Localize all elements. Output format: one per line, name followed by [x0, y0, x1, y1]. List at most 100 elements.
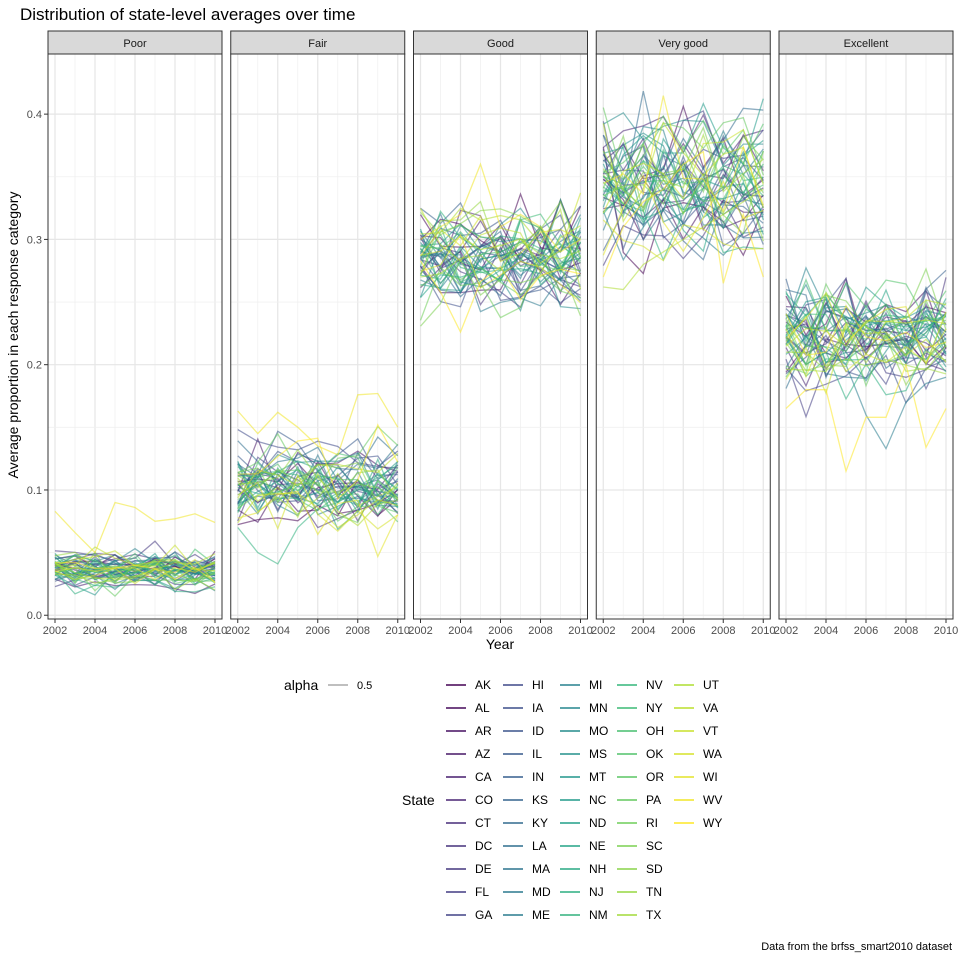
legend-label: RI: [646, 816, 658, 830]
legend-entry: ND: [560, 816, 607, 830]
legend-label: VA: [703, 701, 718, 715]
series-line-tx: [602, 133, 764, 209]
series-line-tx: [420, 237, 581, 278]
series-line-oh: [237, 452, 399, 510]
series-line-wi: [237, 490, 399, 559]
series-line-ri: [237, 479, 399, 524]
series-line-pa: [602, 107, 764, 181]
series-line-sc: [237, 467, 399, 504]
facet-panel: Good 2002 2004 2006 2008 2010: [408, 30, 593, 637]
x-tick-label: 2010: [568, 625, 592, 637]
series-line-wi: [420, 233, 581, 304]
series-line-ri: [785, 290, 947, 375]
facet-panel: Fair 2002 2004 2006 2008 2010: [226, 30, 410, 637]
legend-entry: MA: [503, 862, 550, 876]
legend-label: NH: [589, 862, 606, 876]
legend-label: NE: [589, 839, 606, 853]
legend-entry: MO: [560, 724, 608, 738]
legend-state-entries: AK AL AR AZ CA CO CT DC DE FL GA HI IA ID IL IN KS KY LA MA…: [446, 678, 722, 922]
legend-label: MD: [532, 885, 551, 899]
series-line-vt: [237, 492, 398, 529]
legend-entry: GA: [446, 908, 492, 922]
series-line-de: [602, 199, 764, 266]
y-axis-label: Average proportion in each response cate…: [5, 192, 21, 479]
legend-label: DE: [475, 862, 492, 876]
series-line-wv: [603, 95, 764, 213]
x-tick-label: 2004: [448, 625, 472, 637]
series-line-ga: [785, 337, 947, 392]
facet-strip: [230, 30, 406, 55]
series-line-tn: [785, 345, 947, 372]
x-tick-label: 2006: [123, 625, 147, 637]
legend-entry: NV: [617, 678, 663, 692]
x-tick-label: 2008: [346, 625, 370, 637]
x-tick-label: 2010: [203, 625, 227, 637]
legend-label: OK: [646, 747, 663, 761]
legend-entry: NC: [560, 793, 607, 807]
legend-label: NV: [646, 678, 663, 692]
legend-label: MT: [589, 770, 607, 784]
y-tick-label: 0.1: [27, 485, 42, 497]
legend-entry: TX: [617, 908, 661, 922]
x-tick-label: 2008: [894, 625, 918, 637]
series-line-wy: [602, 150, 764, 284]
series-line-vt: [602, 128, 764, 214]
legend-label: ND: [589, 816, 607, 830]
series-line-md: [237, 453, 399, 504]
legend-label: SC: [646, 839, 663, 853]
legend-entry: IL: [503, 747, 542, 761]
x-tick-label: 2004: [631, 625, 655, 637]
legend-label: ID: [532, 724, 544, 738]
series-line-oh: [420, 231, 581, 264]
x-axis-label: Year: [486, 636, 515, 652]
legend-entry: OK: [617, 747, 663, 761]
legend-label: MS: [589, 747, 607, 761]
y-tick-label: 0.2: [27, 360, 42, 372]
legend-alpha-value: 0.5: [357, 680, 372, 692]
series-line-wy: [785, 362, 947, 474]
legend-label: MO: [589, 724, 608, 738]
legend-entry: AK: [446, 678, 491, 692]
legend-label: IA: [532, 701, 543, 715]
legend-entry: CO: [446, 793, 493, 807]
series-line-ny: [603, 148, 764, 213]
series-line-mt: [785, 286, 947, 341]
series-line-oh: [785, 278, 947, 346]
legend-entry: RI: [617, 816, 658, 830]
chart-title: Distribution of state-level averages ove…: [20, 5, 355, 24]
x-tick-label: 2004: [83, 625, 107, 637]
y-axis: 0.0 0.1 0.2 0.3 0.4: [27, 109, 48, 622]
series-line-wa: [237, 473, 399, 532]
legend-label: WV: [703, 793, 722, 807]
series-line-nv: [419, 227, 582, 285]
legend-entry: NY: [617, 701, 663, 715]
x-tick-label: 2002: [226, 625, 250, 637]
caption: Data from the brfss_smart2010 dataset: [761, 941, 952, 953]
facet-panel: Very good 2002 2004 2006 2008 2010: [591, 30, 775, 637]
x-tick-label: 2010: [751, 625, 775, 637]
legend-label: FL: [475, 885, 489, 899]
legend-entry: MI: [560, 678, 602, 692]
legend-label: WI: [703, 770, 718, 784]
series-line-va: [419, 208, 581, 275]
series-line-wi: [602, 174, 764, 256]
x-tick-label: 2010: [934, 625, 958, 637]
legend-entry: WY: [674, 816, 722, 830]
series-line-sd: [420, 200, 582, 258]
facet-panel: Poor 2002 2004 2006 2008 2010: [43, 30, 227, 637]
series-line-nh: [602, 160, 764, 235]
series-line-wv: [237, 392, 399, 456]
legend-label: IN: [532, 770, 544, 784]
legend-label: ME: [532, 908, 550, 922]
x-tick-label: 2002: [43, 625, 67, 637]
legend-label: AR: [475, 724, 492, 738]
x-tick-label: 2002: [774, 625, 798, 637]
series-line-pa: [237, 425, 399, 487]
legend-entry: MD: [503, 885, 551, 899]
legend-entry: WA: [674, 747, 722, 761]
x-tick-label: 2006: [854, 625, 878, 637]
legend-entry: NE: [560, 839, 606, 853]
series-line-wy: [54, 561, 216, 583]
legend-entry: DE: [446, 862, 492, 876]
